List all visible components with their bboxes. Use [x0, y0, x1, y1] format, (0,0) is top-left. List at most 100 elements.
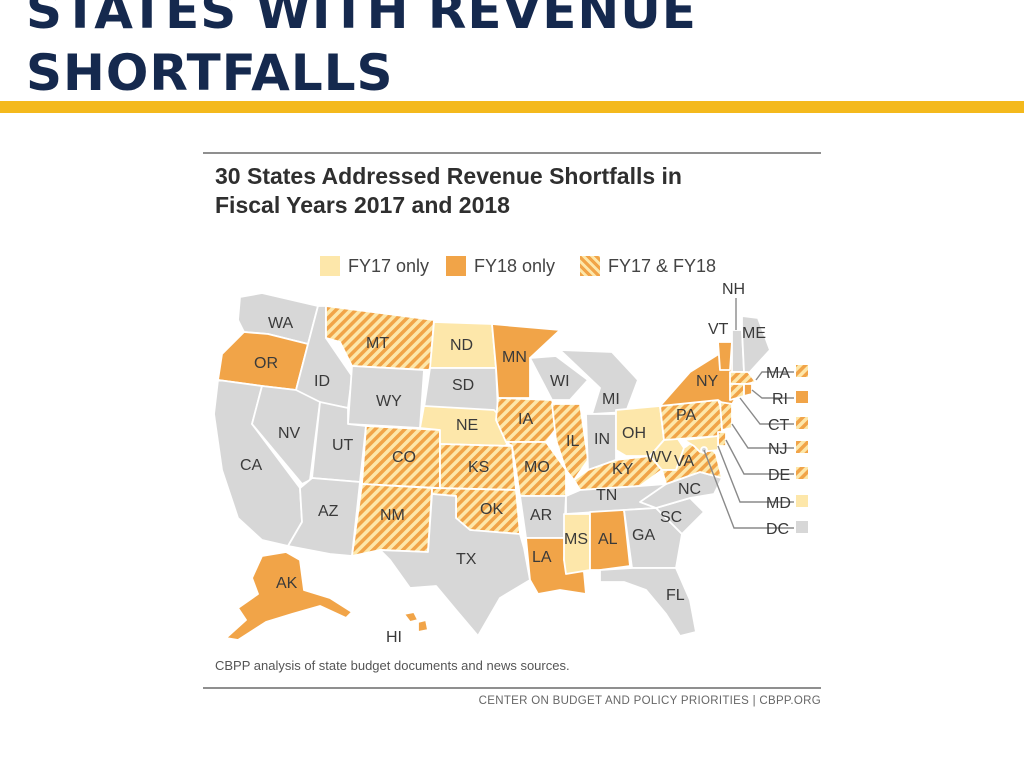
label-ca: CA [240, 457, 263, 474]
swatch-ma [796, 365, 808, 377]
figure-title-line-2: Fiscal Years 2017 and 2018 [215, 192, 510, 218]
label-nm: NM [380, 507, 405, 524]
figure-title-line-1: 30 States Addressed Revenue Shortfalls i… [215, 163, 682, 189]
label-tn: TN [596, 487, 617, 504]
label-ny: NY [696, 373, 719, 390]
state-ms [563, 513, 591, 575]
label-dc: DC [766, 521, 789, 538]
state-mn [491, 323, 561, 399]
legend-item-fy17: FY17 only [320, 255, 429, 277]
label-va: VA [674, 453, 694, 470]
label-la: LA [532, 549, 552, 566]
label-md: MD [766, 495, 791, 512]
slide-title-line-1: STATES WITH REVENUE [26, 0, 697, 40]
leader-nj [731, 423, 794, 449]
state-fl [599, 567, 697, 637]
label-nc: NC [678, 481, 701, 498]
figure-top-rule [203, 152, 821, 154]
state-md [683, 435, 719, 453]
label-wv: WV [646, 449, 672, 466]
leader-md [717, 445, 794, 503]
state-hi [403, 611, 419, 623]
label-mo: MO [524, 459, 550, 476]
state-nj [719, 401, 733, 431]
label-in: IN [594, 431, 610, 448]
label-ga: GA [632, 527, 655, 544]
label-mt: MT [366, 335, 389, 352]
label-ne: NE [456, 417, 478, 434]
legend-swatch-both [580, 256, 600, 276]
label-ky: KY [612, 461, 634, 478]
swatch-de [796, 467, 808, 479]
swatch-ct [796, 417, 808, 429]
label-fl: FL [666, 587, 685, 604]
label-hi: HI [386, 629, 402, 646]
state-de [717, 431, 727, 447]
label-ar: AR [530, 507, 552, 524]
leader-ri [751, 389, 794, 399]
state-ri [743, 383, 753, 397]
label-ct: CT [768, 417, 790, 434]
label-nv: NV [278, 425, 301, 442]
legend-label-both: FY17 & FY18 [608, 255, 717, 276]
label-il: IL [566, 433, 579, 450]
label-az: AZ [318, 503, 339, 520]
swatch-dc [796, 521, 808, 533]
credit-line: CENTER ON BUDGET AND POLICY PRIORITIES |… [478, 695, 821, 707]
figure-bottom-rule [203, 687, 821, 689]
label-wy: WY [376, 393, 402, 410]
state-hi-island-2 [417, 619, 429, 633]
state-ma [729, 371, 757, 385]
label-nj: NJ [768, 441, 788, 458]
state-al [589, 509, 631, 571]
gold-divider [0, 101, 1024, 113]
leader-de [725, 439, 794, 475]
slide-title: STATES WITH REVENUE SHORTFALLS [26, 0, 697, 104]
state-tx [379, 493, 531, 637]
label-mn: MN [502, 349, 527, 366]
label-ia: IA [518, 411, 533, 428]
label-co: CO [392, 449, 416, 466]
legend-swatch-fy17 [320, 256, 340, 276]
leader-dc [703, 449, 794, 529]
slide-title-line-2: SHORTFALLS [26, 44, 394, 102]
state-az [287, 477, 361, 557]
label-sc: SC [660, 509, 682, 526]
swatch-md [796, 495, 808, 507]
legend-label-fy18: FY18 only [474, 255, 556, 276]
figure-title: 30 States Addressed Revenue Shortfalls i… [215, 162, 682, 220]
label-pa: PA [676, 407, 696, 424]
label-ri: RI [772, 391, 788, 408]
label-ut: UT [332, 437, 354, 454]
leader-ma [755, 371, 794, 381]
state-ga [623, 507, 683, 569]
label-mi: MI [602, 391, 620, 408]
label-wi: WI [550, 373, 570, 390]
legend-swatch-fy18 [446, 256, 466, 276]
legend-item-fy18: FY18 only [446, 255, 555, 277]
leader-ct [739, 397, 794, 425]
label-ma: MA [766, 365, 790, 382]
legend-item-both: FY17 & FY18 [580, 255, 716, 277]
legend-label-fy17: FY17 only [348, 255, 430, 276]
label-or: OR [254, 355, 278, 372]
label-vt: VT [708, 321, 729, 338]
swatch-nj [796, 441, 808, 453]
label-de: DE [768, 467, 790, 484]
label-oh: OH [622, 425, 646, 442]
source-note: CBPP analysis of state budget documents … [215, 658, 570, 673]
label-nh: NH [722, 281, 745, 298]
swatch-ri [796, 391, 808, 403]
label-ks: KS [468, 459, 489, 476]
label-tx: TX [456, 551, 477, 568]
label-ms: MS [564, 531, 588, 548]
state-ak [225, 551, 353, 641]
label-ok: OK [480, 501, 503, 518]
label-nd: ND [450, 337, 473, 354]
label-id: ID [314, 373, 330, 390]
label-wa: WA [268, 315, 294, 332]
state-vt [717, 341, 733, 371]
state-wi [529, 355, 589, 401]
